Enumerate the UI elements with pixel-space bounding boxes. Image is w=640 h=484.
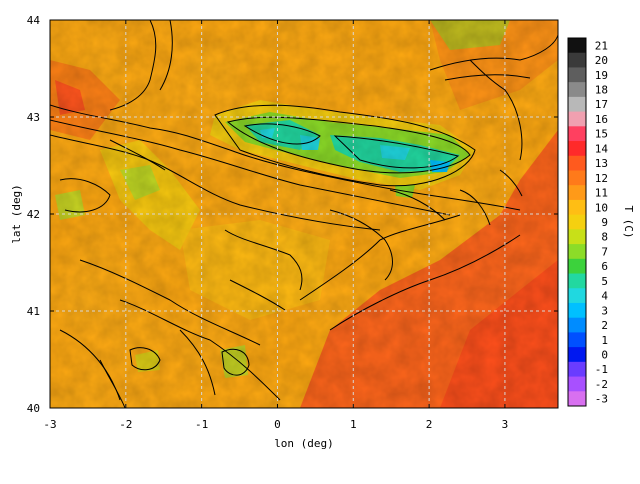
x-axis: -3 -2 -1 0 1 2 3: [43, 20, 508, 431]
contour-line: [229, 279, 286, 311]
colorbar-tick-label: 15: [595, 128, 608, 141]
colorbar-swatch: [568, 288, 586, 304]
colorbar-tick-label: 5: [601, 275, 608, 288]
colorbar-swatch: [568, 376, 586, 392]
x-tick-label: 1: [350, 418, 357, 431]
x-tick-label: -3: [43, 418, 56, 431]
colorbar-swatch: [568, 258, 586, 275]
contour-line: [333, 135, 460, 169]
colorbar-swatch: [568, 52, 586, 68]
colorbar-tick-label: 14: [595, 142, 609, 155]
contour-lines: [50, 20, 558, 408]
colorbar-swatch: [568, 67, 586, 83]
y-axis-label: lat (deg): [10, 184, 23, 244]
colorbar-tick-label: 13: [595, 157, 608, 170]
x-tick-label: 0: [274, 418, 281, 431]
y-tick-label: 43: [27, 111, 40, 124]
colorbar-swatch: [568, 82, 586, 98]
colorbar-swatch: [568, 302, 586, 319]
contour-line: [50, 104, 521, 211]
colorbar-swatch: [568, 229, 586, 245]
contour-line: [224, 229, 303, 291]
contour-line: [459, 189, 491, 226]
colorbar-swatch: [568, 96, 586, 113]
y-tick-label: 41: [27, 305, 40, 318]
colorbar-tick-label: -1: [595, 363, 608, 376]
contour-line: [299, 214, 461, 301]
colorbar-tick-label: 10: [595, 201, 608, 214]
contour-line: [499, 169, 523, 197]
x-tick-label: -1: [195, 418, 208, 431]
colorbar-tick-label: 20: [595, 54, 608, 67]
colorbar-tick-label: 19: [595, 69, 608, 82]
contour-line: [226, 116, 471, 174]
colorbar-swatch: [568, 273, 586, 289]
y-tick-label: 44: [27, 14, 41, 27]
grid-lines: [50, 20, 558, 408]
colorbar-tick-label: 0: [601, 348, 608, 361]
colorbar-tick-label: 11: [595, 187, 608, 200]
colorbar-tick-label: -2: [595, 378, 608, 391]
x-tick-label: 3: [502, 418, 509, 431]
contour-line: [469, 59, 523, 161]
contour-line: [243, 123, 321, 145]
contour-line: [221, 348, 250, 376]
colorbar-swatch: [568, 332, 586, 348]
colorbar-tick-label: 3: [601, 304, 608, 317]
colorbar-swatch: [568, 111, 586, 127]
contour-line: [79, 259, 261, 346]
colorbar-tick-label: 7: [601, 245, 608, 258]
colorbar-swatch: [568, 391, 586, 407]
colorbar-tick-label: 21: [595, 39, 608, 52]
colorbar-swatch: [568, 199, 586, 216]
colorbar-tick-label: 12: [595, 172, 608, 185]
colorbar-swatch: [568, 170, 586, 186]
colorbar-tick-label: 1: [601, 334, 608, 347]
colorbar-tick-label: 18: [595, 84, 608, 97]
colorbar-swatch: [568, 38, 586, 54]
y-tick-label: 40: [27, 402, 40, 415]
contour-line: [429, 34, 558, 71]
colorbar-tick-label: 4: [601, 290, 608, 303]
contour-line: [214, 104, 476, 187]
contour-line: [329, 234, 521, 331]
contour-line: [389, 189, 446, 221]
colorbar-tick-label: 16: [595, 113, 608, 126]
contour-line: [159, 20, 173, 91]
contour-line: [99, 359, 126, 408]
contour-line: [329, 209, 393, 281]
contour-line: [50, 119, 451, 216]
contour-line: [109, 139, 166, 171]
colorbar-swatch: [568, 347, 586, 363]
colorbar-label: T (C): [622, 205, 635, 238]
colorbar-tick-label: 9: [601, 216, 608, 229]
contour-line: [59, 178, 111, 213]
x-tick-label: 2: [426, 418, 433, 431]
colorbar-tick-label: 17: [595, 98, 608, 111]
colorbar-frame: [567, 37, 587, 407]
x-axis-label: lon (deg): [274, 437, 334, 450]
contour-line: [129, 347, 161, 371]
colorbar-tick-label: -3: [595, 393, 608, 406]
contour-line: [179, 329, 216, 396]
colorbar-swatch: [568, 155, 586, 171]
y-axis: 40 41 42 43 44: [27, 14, 558, 415]
colorbar-swatch: [568, 361, 586, 378]
x-tick-label: -2: [119, 418, 132, 431]
colorbar-swatch: [568, 214, 586, 230]
colorbar-tick-label: 2: [601, 319, 608, 332]
colorbar-tick-label: 6: [601, 260, 608, 273]
colorbar-swatch: [568, 185, 586, 201]
colorbar-swatch: [568, 141, 586, 157]
colorbar-tick-label: 8: [601, 231, 608, 244]
colorbar-swatch: [568, 244, 586, 260]
y-tick-label: 42: [27, 208, 40, 221]
contour-line: [50, 134, 381, 231]
colorbar-swatch: [568, 317, 586, 333]
colorbar-swatch: [568, 126, 586, 142]
